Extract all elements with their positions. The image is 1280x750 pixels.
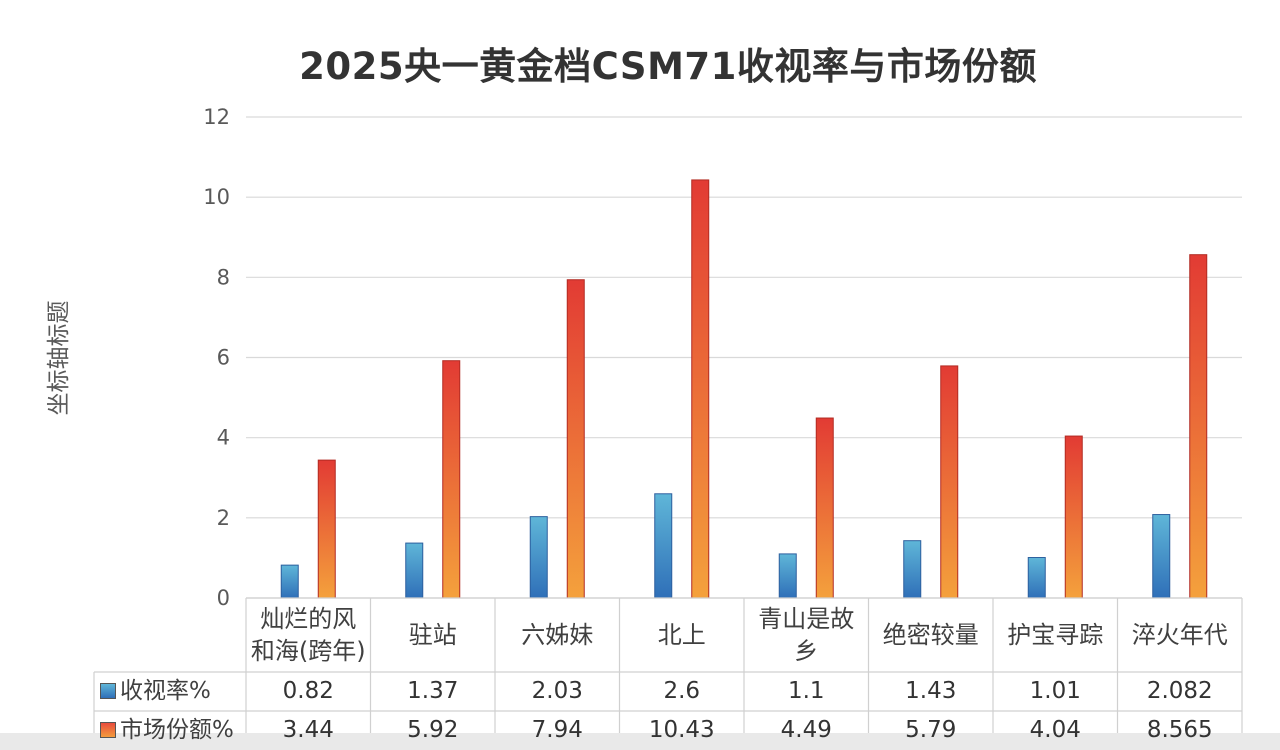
bar-market-share [1064,435,1083,599]
bar-market-share [1189,254,1208,599]
bar-market-share [940,365,959,599]
legend-key-icon [100,722,116,738]
category-label-line: 绝密较量 [882,621,979,649]
category-label-line: 淬火年代 [1131,621,1228,649]
category-label-line: 驻站 [408,621,457,649]
category-label: 六姊妹 [495,598,620,672]
category-label: 护宝寻踪 [993,598,1118,672]
bar-rating [405,542,424,599]
table-value-cell: 1.1 [787,678,825,704]
table-value-cell: 4.49 [780,717,832,743]
legend-key-icon [100,683,116,699]
category-label-line: 灿烂的风 [260,605,357,633]
chart-title: 2025央一黄金档CSM71收视率与市场份额 [299,45,1037,88]
table-value-cell: 3.44 [282,717,334,743]
category-label: 青山是故乡 [744,598,869,672]
table-value-cell: 1.43 [905,678,957,704]
plot-area: 0 2 4 6 8 10 12 [93,105,1243,733]
y-tick-label: 6 [217,346,230,370]
legend-market-share: 市场份额% [100,710,234,750]
table-value-cell: 7.94 [531,717,583,743]
table-value-cell: 2.03 [531,678,583,704]
category-label: 灿烂的风和海(跨年) [246,598,371,672]
bar-market-share [317,459,336,599]
category-label-line: 和海(跨年) [250,637,366,665]
y-tick-label: 10 [203,185,230,209]
table-value-cell: 1.01 [1029,678,1081,704]
category-label-line: 六姊妹 [521,621,594,649]
y-tick-label: 0 [217,586,230,610]
y-tick-label: 2 [217,506,230,530]
table-value-cell: 8.565 [1146,717,1213,743]
category-label: 绝密较量 [869,598,994,672]
y-tick-label: 12 [203,105,230,129]
category-label: 北上 [620,598,745,672]
table-value-cell: 10.43 [648,717,715,743]
bar-rating [778,553,797,599]
y-tick-label: 4 [217,426,230,450]
bar-market-share [691,179,710,599]
bar-rating [1027,557,1046,599]
bar-rating [903,540,922,599]
y-tick-label: 8 [217,265,230,289]
table-value-cell: 5.79 [905,717,957,743]
category-label-line: 青山是故 [758,605,855,633]
category-label: 淬火年代 [1118,598,1243,672]
bar-rating [529,516,548,599]
category-label-line: 北上 [657,621,706,649]
category-label-line: 护宝寻踪 [1007,621,1104,649]
series-name: 市场份额% [120,717,234,743]
bar-rating [280,564,299,599]
bar-rating [1152,514,1171,599]
table-value-cell: 0.82 [282,678,334,704]
table-value-cell: 4.04 [1029,717,1081,743]
category-label: 驻站 [371,598,496,672]
series-name: 收视率% [120,678,211,704]
legend-rating: 收视率% [100,671,211,711]
table-value-cell: 2.082 [1146,678,1213,704]
table-value-cell: 1.37 [407,678,459,704]
table-value-cell: 5.92 [407,717,459,743]
bar-market-share [815,417,834,599]
bar-market-share [442,360,461,599]
table-value-cell: 2.6 [663,678,701,704]
bar-rating [654,493,673,599]
bar-market-share [566,279,585,599]
category-label-line: 乡 [794,637,819,665]
